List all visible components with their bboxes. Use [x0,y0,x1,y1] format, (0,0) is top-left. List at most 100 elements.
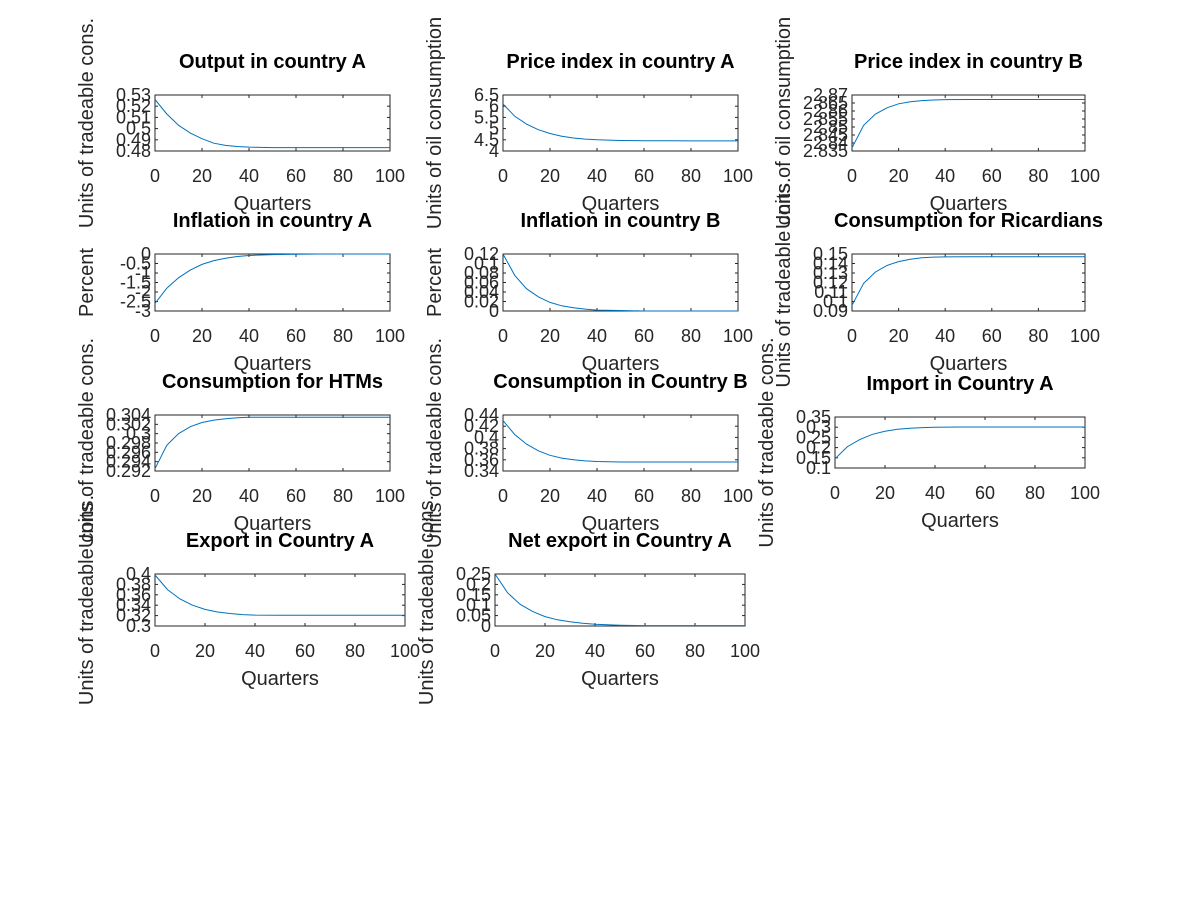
x-tick-label: 40 [245,641,265,661]
x-tick-label: 100 [390,641,420,661]
y-tick-label: 0.1 [466,595,491,615]
y-tick-label: 0.298 [106,433,151,453]
y-tick-label: 2.86 [813,101,848,121]
x-tick-label: 20 [192,166,212,186]
y-tick-label: 0.38 [464,439,499,459]
y-tick-label: 0.49 [116,130,151,150]
y-tick-label: 0.1 [823,292,848,312]
subplot: Output in country A0 20 40 60 80 1000.530.520… [76,18,405,228]
x-tick-label: 40 [239,486,259,506]
x-tick-label: 20 [889,166,909,186]
x-axis-label: Quarters [241,668,319,690]
subplot-title: Output in country A [179,51,366,73]
y-tick-label: 0.09 [813,301,848,321]
subplot-title: Inflation in country A [173,210,372,232]
x-tick-label: 0 [150,326,160,346]
subplot: Price index in country B 0 20 40 60 80 100 2.87… [773,17,1100,229]
y-tick-label: 0 [489,301,499,321]
y-tick-label: 4.5 [474,130,499,150]
y-axis-label: Units of tradeable cons. [756,337,778,547]
x-tick-label: 60 [635,641,655,661]
y-tick-label: 0.3 [126,616,151,636]
x-tick-label: 60 [295,641,315,661]
x-tick-label: 40 [585,641,605,661]
x-axis-label: Quarters [234,353,312,375]
series-line [154,99,390,149]
y-tick-label: 0.36 [116,585,151,605]
y-tick-label: 5 [489,119,499,139]
y-tick-label: 0.14 [813,254,848,274]
x-axis-label: Quarters [921,510,999,532]
x-tick-label: 60 [634,326,654,346]
x-tick-label: 20 [535,641,555,661]
y-tick-label: 0.5 [126,119,151,139]
x-axis-label: Quarters [234,193,312,215]
y-tick-label: 2.865 [803,93,848,113]
x-tick-label: 80 [681,326,701,346]
y-tick-label: 0.2 [466,574,491,594]
x-tick-label: 80 [681,166,701,186]
x-tick-label: 80 [1028,166,1048,186]
x-axis-label: Quarters [930,353,1008,375]
x-tick-label: 60 [286,166,306,186]
x-tick-label: 100 [375,326,405,346]
series-line [154,416,390,469]
y-tick-label: 2.84 [813,133,848,153]
plot-area [154,253,391,312]
subplot-title: Consumption for Ricardians [834,210,1103,232]
plot-area [502,253,739,312]
x-tick-label: 0 [150,486,160,506]
subplot-title: Import in Country A [866,373,1053,395]
x-tick-label: 20 [540,326,560,346]
y-axis-label: Units of tradeable cons. [76,338,98,548]
y-axis-label: Units of tradeable cons. [76,495,98,705]
y-tick-label: 0.25 [456,564,491,584]
x-tick-label: 80 [1025,483,1045,503]
x-tick-label: 20 [889,326,909,346]
y-tick-label: 0.44 [464,405,499,425]
y-tick-label: 0.34 [464,461,499,481]
x-axis-label: Quarters [581,668,659,690]
series-line [834,426,1085,460]
y-tick-label: 0.1 [806,458,831,478]
x-tick-label: 80 [345,641,365,661]
y-tick-label: -3 [135,301,151,321]
series-line [502,103,738,142]
y-tick-label: 6 [489,96,499,116]
x-tick-label: 100 [1070,326,1100,346]
x-tick-label: 80 [685,641,705,661]
y-axis-label: Percent [76,248,98,317]
x-tick-label: 0 [498,166,508,186]
y-tick-label: 0.15 [796,448,831,468]
x-tick-label: 40 [935,166,955,186]
y-tick-label: 0.11 [814,282,848,302]
y-tick-label: 0.3 [806,417,831,437]
y-tick-label: -0.5 [120,254,151,274]
plot-area [154,414,391,472]
y-tick-label: 0.36 [464,450,499,470]
y-axis-label: Units of oil consumption [424,17,446,229]
y-tick-label: -2.5 [120,292,151,312]
y-tick-label: 0.12 [464,244,499,264]
x-tick-label: 60 [286,486,306,506]
subplot: Consumption in Country B 0 20 40 60 80 100 0.44… [424,338,753,548]
series-line [494,573,745,627]
y-tick-label: -1.5 [120,273,151,293]
subplot: Consumption for Ricardians 0 20 40 60 80 100 0.… [773,177,1103,387]
plot-area [494,573,746,627]
subplot-title: Net export in Country A [508,530,732,552]
x-tick-label: 40 [239,166,259,186]
y-tick-label: 0.15 [813,244,848,264]
x-tick-label: 80 [333,486,353,506]
x-tick-label: 100 [723,166,753,186]
y-tick-label: 0.02 [464,292,499,312]
y-tick-label: 0.38 [116,574,151,594]
series-line [851,99,1085,149]
x-tick-label: 60 [634,166,654,186]
x-tick-label: 80 [1028,326,1048,346]
y-tick-label: -1 [135,263,151,283]
x-tick-label: 100 [1070,166,1100,186]
y-tick-label: 0.08 [464,263,499,283]
y-axis-label: Units of tradeable cons. [424,338,446,548]
